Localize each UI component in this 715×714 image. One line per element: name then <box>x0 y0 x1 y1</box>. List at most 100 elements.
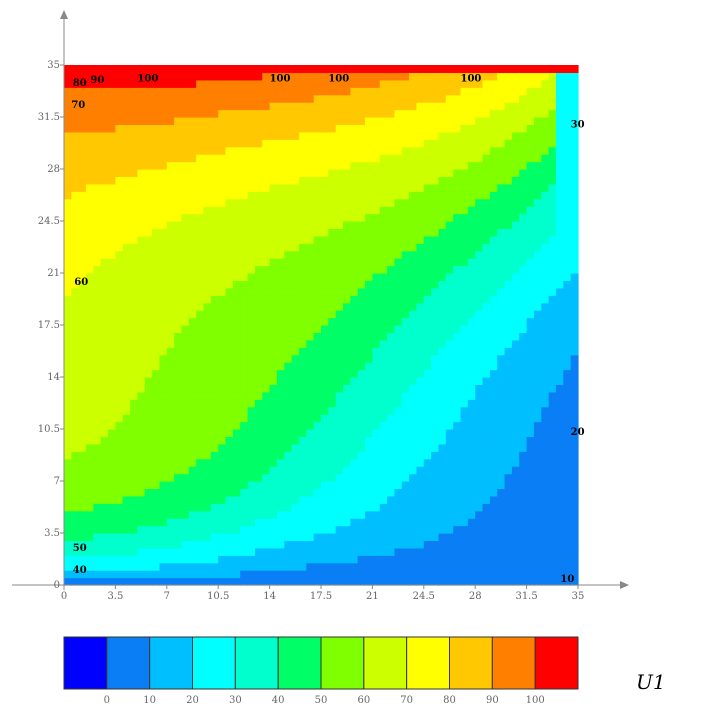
contour-cell <box>115 235 124 244</box>
x-axis-ticks: 0 3.5 7 10.5 14 17.5 21 24.5 28 31.5 35 <box>61 585 584 602</box>
contour-cell <box>416 466 425 475</box>
contour-cell <box>372 325 381 334</box>
contour-cell <box>218 87 227 96</box>
contour-cell <box>431 317 440 326</box>
contour-cell <box>232 154 241 163</box>
contour-cell <box>335 265 344 274</box>
contour-cell <box>93 131 102 140</box>
contour-cell <box>467 562 476 571</box>
contour-cell <box>188 124 197 133</box>
contour-cell <box>100 325 109 334</box>
contour-cell <box>335 555 344 564</box>
contour-cell <box>445 265 454 274</box>
contour-cell <box>100 354 109 363</box>
contour-cell <box>78 94 87 103</box>
contour-cell <box>174 109 183 118</box>
contour-cell <box>497 421 506 430</box>
contour-cell <box>144 109 153 118</box>
contour-cell <box>218 503 227 512</box>
contour-cell <box>203 384 212 393</box>
contour-cell <box>64 139 72 148</box>
contour-cell <box>343 228 351 237</box>
contour-cell <box>431 510 440 519</box>
contour-cell <box>291 102 300 111</box>
contour-cell <box>122 339 131 348</box>
contour-cell <box>86 102 94 111</box>
contour-cell <box>262 154 271 163</box>
contour-cell <box>93 310 102 319</box>
contour-cell <box>313 213 322 222</box>
contour-cell <box>365 302 373 311</box>
contour-cell <box>431 206 440 215</box>
contour-cell <box>218 198 227 207</box>
contour-cell <box>475 354 484 363</box>
contour-cell <box>276 347 285 356</box>
contour-cell <box>423 414 432 423</box>
contour-cell <box>409 265 418 274</box>
contour-cell <box>365 436 373 445</box>
contour-cell <box>174 503 183 512</box>
contour-cell <box>343 124 351 133</box>
contour-cell <box>284 109 293 118</box>
contour-cell <box>130 399 139 408</box>
contour-cell <box>335 443 344 452</box>
contour-cell <box>467 235 476 244</box>
contour-cell <box>93 414 102 423</box>
contour-cell <box>335 94 344 103</box>
contour-cell <box>321 317 329 326</box>
contour-cell <box>372 243 381 252</box>
contour-cell <box>357 495 366 504</box>
contour-cell <box>284 339 293 348</box>
contour-cell <box>445 273 454 282</box>
y-tick-label: 7 <box>54 476 60 487</box>
contour-cell <box>489 481 498 490</box>
contour-cell <box>108 94 116 103</box>
contour-cell <box>511 109 520 118</box>
contour-cell <box>225 310 234 319</box>
contour-cell <box>335 79 344 88</box>
contour-cell <box>203 443 212 452</box>
contour-cell <box>174 562 183 571</box>
contour-cell <box>394 124 403 133</box>
contour-cell <box>276 570 285 579</box>
contour-cell <box>262 228 271 237</box>
contour-cell <box>350 176 359 185</box>
contour-cell <box>511 525 520 534</box>
contour-cell <box>504 473 513 482</box>
contour-cell <box>218 139 227 148</box>
contour-cell <box>78 436 87 445</box>
contour-cell <box>328 503 337 512</box>
contour-cell <box>445 339 454 348</box>
contour-cell <box>563 183 572 192</box>
contour-cell <box>306 406 315 415</box>
contour-cell <box>379 347 388 356</box>
contour-cell <box>196 317 205 326</box>
contour-cell <box>431 347 440 356</box>
contour-cell <box>313 310 322 319</box>
contour-cell <box>262 176 271 185</box>
contour-cell <box>159 317 168 326</box>
contour-cell <box>511 510 520 519</box>
contour-cell <box>343 510 351 519</box>
contour-cell <box>144 577 153 586</box>
contour-cell <box>548 443 557 452</box>
contour-cell <box>497 258 506 267</box>
contour-cell <box>431 443 440 452</box>
contour-cell <box>475 503 484 512</box>
x-tick-label: 0 <box>61 591 67 602</box>
contour-cell <box>71 339 80 348</box>
contour-cell <box>365 228 373 237</box>
contour-cell <box>467 429 476 438</box>
contour-cell <box>409 258 418 267</box>
contour-cell <box>548 317 557 326</box>
contour-cell <box>71 206 80 215</box>
contour-cell <box>482 399 491 408</box>
contour-cell <box>409 414 418 423</box>
contour-cell <box>497 72 506 81</box>
contour-cell <box>137 258 146 267</box>
contour-cell <box>181 117 190 126</box>
contour-cell <box>365 280 373 289</box>
contour-cell <box>343 325 351 334</box>
contour-cell <box>533 577 542 586</box>
contour-cell <box>533 235 542 244</box>
